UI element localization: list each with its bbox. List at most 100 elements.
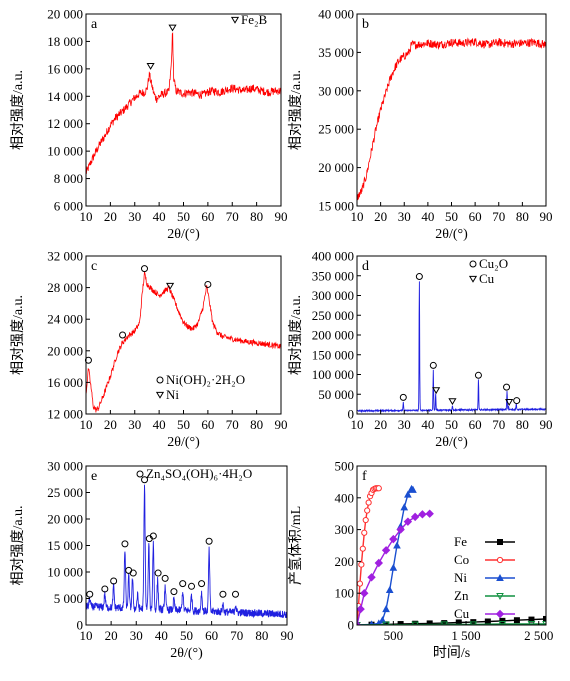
legend-label: Co <box>454 552 469 567</box>
panel-letter: a <box>91 17 98 32</box>
x-tick-label: 20 <box>374 209 387 224</box>
x-tick-label: 60 <box>469 417 482 432</box>
y-tick-label: 50 000 <box>318 387 354 402</box>
y-tick-label: 12 000 <box>47 116 83 131</box>
legend-label: Zn₄SO₄(OH)₆·4H₂O <box>146 466 252 481</box>
legend-marker <box>495 609 505 619</box>
y-tick-label: 18 000 <box>47 34 83 49</box>
peak-marker <box>146 63 155 70</box>
y-tick-label: 16 000 <box>47 61 83 76</box>
series-ni-point <box>400 503 409 511</box>
plot-area <box>357 281 546 414</box>
legend-label: Cu <box>479 271 495 286</box>
y-tick-label: 16 000 <box>47 375 83 390</box>
legend-marker <box>497 539 503 545</box>
x-tick-label: 50 <box>180 628 193 643</box>
series-line <box>86 484 287 619</box>
series-ni-point <box>382 605 390 613</box>
x-tick-label: 90 <box>540 209 553 224</box>
legend-label: Fe <box>454 534 467 549</box>
peak-marker <box>168 24 177 32</box>
y-tick-label: 400 000 <box>312 249 354 264</box>
x-tick-label: 60 <box>469 209 482 224</box>
x-tick-label: 70 <box>492 417 505 432</box>
peak-marker <box>161 574 169 582</box>
peak-marker <box>170 588 178 596</box>
y-tick-label: 25 000 <box>47 485 83 500</box>
series-co-point <box>358 561 365 568</box>
y-tick-label: 30 000 <box>318 83 354 98</box>
panel-b: 10 20 30 40 50 60 70 80 90 15 000 20 000 25 000 30 0… <box>288 7 553 243</box>
series-ni-point <box>409 485 417 493</box>
y-tick-label: 200 000 <box>312 328 354 343</box>
x-tick-label: 40 <box>155 628 168 643</box>
x-tick-label: 60 <box>205 628 218 643</box>
series-line <box>357 281 546 414</box>
series-zn-point <box>542 621 546 625</box>
legend-label: Ni <box>454 570 467 585</box>
x-tick-label: 20 <box>105 628 118 643</box>
plot-area <box>86 32 281 174</box>
plot-frame <box>85 465 288 626</box>
x-tick-label: 40 <box>153 417 166 432</box>
plot-area <box>357 37 546 201</box>
peak-marker <box>432 387 441 395</box>
y-tick-label: 30 000 <box>47 459 83 474</box>
x-tick-label: 30 <box>128 209 141 224</box>
panel-letter: f <box>362 469 367 484</box>
y-tick-label: 0 <box>348 618 355 633</box>
series-co-point <box>357 580 364 587</box>
series-fe-point <box>513 617 520 624</box>
y-tick-label: 250 000 <box>312 308 354 323</box>
x-tick-label: 70 <box>226 209 239 224</box>
plot-frame <box>85 13 282 207</box>
series-co-point <box>364 507 371 514</box>
y-tick-label: 20 000 <box>47 7 83 22</box>
plot-area <box>86 271 281 413</box>
plot-area <box>357 484 546 625</box>
legend-marker <box>469 260 477 268</box>
x-axis-label: 2θ/(°) <box>167 227 200 242</box>
y-tick-label: 0 <box>348 407 355 422</box>
series-line <box>86 271 281 413</box>
series-cu-point <box>374 558 384 568</box>
x-axis-label: 2θ/(°) <box>167 435 200 450</box>
legend-label: Ni(OH)₂·2H₂O <box>166 372 245 387</box>
x-tick-label: 50 <box>177 417 190 432</box>
panel-e: 10 20 30 40 50 60 70 80 90 0 5 000 10 000 15 000 20 0… <box>10 459 294 662</box>
x-tick-label: 50 <box>177 209 190 224</box>
panel-letter: e <box>91 469 97 484</box>
y-axis-label: 相对强度/a.u. <box>10 70 26 150</box>
x-tick-label: 70 <box>492 209 505 224</box>
x-tick-label: 10 <box>80 628 93 643</box>
series-cu-point <box>360 588 369 598</box>
plot-area <box>86 484 287 619</box>
peak-marker <box>86 590 94 598</box>
peak-marker <box>141 476 149 484</box>
series-ni-point <box>393 541 401 549</box>
peak-marker <box>231 590 239 598</box>
y-tick-label: 100 000 <box>312 367 354 382</box>
series-fe-point <box>426 620 433 625</box>
x-tick-label: 10 <box>351 209 364 224</box>
x-tick-label: 80 <box>516 417 529 432</box>
peak-marker <box>129 569 137 577</box>
panel-f: 500 1 500 2 500 0 100 200 300 400 500 时间/s 产氢体积/mL… <box>288 459 553 662</box>
series-cu-point <box>410 512 420 522</box>
x-tick-label: 10 <box>351 417 364 432</box>
y-tick-label: 10 000 <box>47 565 83 580</box>
x-tick-label: 30 <box>128 417 141 432</box>
plot-frame <box>356 465 547 626</box>
series-line <box>86 32 281 174</box>
peak-marker <box>149 532 157 540</box>
peak-marker <box>415 273 423 281</box>
x-tick-label: 50 <box>445 209 458 224</box>
x-axis-label: 时间/s <box>433 645 470 661</box>
series-ni-point <box>404 490 412 498</box>
series-ni-point <box>378 616 387 624</box>
peak-marker <box>119 331 127 339</box>
series-co-point <box>375 485 382 492</box>
x-tick-label: 10 <box>80 417 93 432</box>
x-tick-label: 90 <box>281 628 294 643</box>
